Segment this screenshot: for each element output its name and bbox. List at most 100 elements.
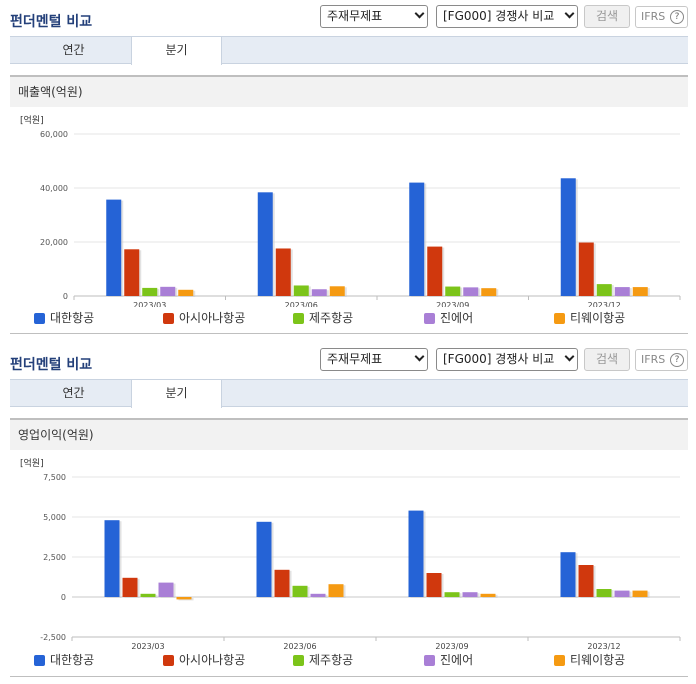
- legend-label: 대한항공: [50, 653, 95, 667]
- unit-label: [억원]: [20, 114, 44, 126]
- x-tick-label: 2023/03: [133, 301, 166, 307]
- bar[interactable]: [463, 287, 479, 296]
- bar[interactable]: [445, 286, 461, 296]
- period-tabs: 연간 분기: [10, 379, 688, 408]
- bar[interactable]: [310, 593, 326, 597]
- legend-label: 진에어: [440, 311, 474, 325]
- bar[interactable]: [311, 289, 327, 296]
- bar[interactable]: [481, 288, 497, 296]
- bar[interactable]: [632, 287, 648, 296]
- bar[interactable]: [176, 597, 192, 600]
- legend-label: 대한항공: [50, 311, 95, 325]
- bar[interactable]: [426, 573, 442, 597]
- legend-swatch: [554, 655, 565, 666]
- legend-swatch: [554, 313, 565, 324]
- bar[interactable]: [427, 246, 443, 296]
- tab-annual[interactable]: 연간: [62, 386, 85, 400]
- bar[interactable]: [106, 199, 122, 296]
- bar[interactable]: [596, 284, 612, 296]
- divider: [10, 333, 688, 334]
- bar[interactable]: [274, 569, 290, 597]
- bar[interactable]: [328, 584, 344, 597]
- bar[interactable]: [596, 589, 612, 597]
- bar[interactable]: [275, 248, 291, 296]
- chart-title: 매출액(억원): [10, 77, 688, 107]
- y-tick-label: 20,000: [40, 238, 68, 247]
- ifrs-button[interactable]: IFRS ?: [635, 6, 688, 28]
- legend-label: 제주항공: [309, 653, 354, 667]
- operating-income-chart: [억원] -2,500 0 2,500 5,000 7,500 2023/03 2023/06…: [20, 457, 681, 650]
- ifrs-label: IFRS: [641, 353, 666, 366]
- statement-select[interactable]: 주재무제표: [320, 5, 428, 28]
- statement-select[interactable]: 주재무제표: [320, 348, 428, 371]
- x-tick-label: 2023/06: [283, 642, 316, 650]
- bar[interactable]: [480, 593, 496, 597]
- x-tick-label: 2023/09: [435, 642, 468, 650]
- chart-legend: 대한항공 아시아나항공 제주항공 진에어 티웨이항공: [0, 310, 696, 326]
- bar[interactable]: [158, 582, 174, 597]
- bar[interactable]: [104, 520, 120, 597]
- bar[interactable]: [614, 287, 630, 296]
- legend-swatch: [424, 655, 435, 666]
- help-icon: ?: [670, 353, 684, 367]
- legend-label: 아시아나항공: [179, 653, 246, 667]
- legend-swatch: [34, 313, 45, 324]
- compare-select[interactable]: [FG000] 경쟁사 비교: [436, 5, 578, 28]
- y-tick-label: 2,500: [43, 553, 66, 562]
- bar[interactable]: [578, 242, 594, 296]
- bar[interactable]: [632, 590, 648, 597]
- bar[interactable]: [140, 593, 156, 597]
- chevron-down-icon: [414, 351, 425, 362]
- y-tick-label: -2,500: [40, 633, 66, 642]
- bar[interactable]: [560, 552, 576, 597]
- chevron-down-icon: [564, 8, 575, 19]
- bar[interactable]: [293, 285, 309, 296]
- legend-swatch: [293, 313, 304, 324]
- y-tick-label: 7,500: [43, 473, 66, 482]
- search-button[interactable]: 검색: [584, 348, 630, 371]
- tab-quarterly[interactable]: 분기: [131, 37, 222, 65]
- bar[interactable]: [292, 585, 308, 597]
- bar[interactable]: [408, 510, 424, 597]
- bar[interactable]: [142, 287, 158, 296]
- bar[interactable]: [444, 592, 460, 597]
- tab-quarterly[interactable]: 분기: [131, 380, 222, 408]
- legend-label: 티웨이항공: [570, 311, 626, 325]
- compare-select[interactable]: [FG000] 경쟁사 비교: [436, 348, 578, 371]
- legend-swatch: [424, 313, 435, 324]
- compare-select-value: [FG000] 경쟁사 비교: [443, 9, 555, 23]
- x-tick-label: 2023/03: [131, 642, 164, 650]
- bar[interactable]: [560, 178, 576, 296]
- bar[interactable]: [122, 577, 138, 597]
- bar[interactable]: [329, 286, 345, 296]
- fundamental-panel-operating-income: 펀더멘털 비교 주재무제표 [FG000] 경쟁사 비교 검색 IFRS ? 연…: [0, 343, 696, 684]
- bar[interactable]: [256, 521, 272, 597]
- bar[interactable]: [178, 289, 194, 296]
- tab-annual[interactable]: 연간: [62, 43, 85, 57]
- y-tick-label: 0: [61, 593, 66, 602]
- bar[interactable]: [614, 590, 630, 597]
- y-tick-label: 60,000: [40, 130, 68, 139]
- legend-label: 티웨이항공: [570, 653, 626, 667]
- panel-title: 펀더멘털 비교: [10, 357, 93, 373]
- bar[interactable]: [578, 565, 594, 597]
- unit-label: [억원]: [20, 457, 44, 469]
- revenue-chart: [억원] 0 20,000 40,000 60,000 2023/03 2023/06 202…: [20, 114, 681, 307]
- help-icon: ?: [670, 10, 684, 24]
- chart-title: 영업이익(억원): [10, 420, 688, 450]
- bar[interactable]: [257, 192, 273, 296]
- period-tabs: 연간 분기: [10, 36, 688, 65]
- legend-swatch: [34, 655, 45, 666]
- bar[interactable]: [462, 592, 478, 597]
- x-tick-label: 2023/09: [436, 301, 469, 307]
- chart-legend: 대한항공 아시아나항공 제주항공 진에어 티웨이항공: [0, 652, 696, 668]
- bar[interactable]: [160, 286, 176, 296]
- legend-label: 진에어: [440, 653, 474, 667]
- ifrs-button[interactable]: IFRS ?: [635, 349, 688, 371]
- bar[interactable]: [409, 182, 425, 296]
- search-button[interactable]: 검색: [584, 5, 630, 28]
- divider: [10, 676, 688, 677]
- x-tick-label: 2023/12: [588, 301, 621, 307]
- panel-title: 펀더멘털 비교: [10, 14, 93, 30]
- bar[interactable]: [124, 249, 140, 296]
